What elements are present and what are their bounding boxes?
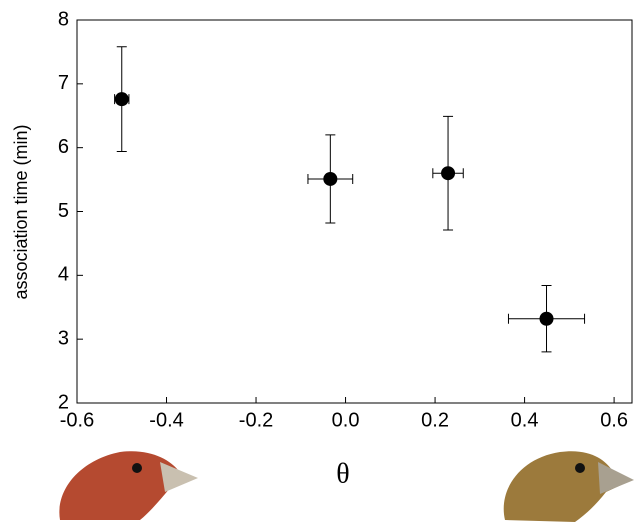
x-tick-label: 0.6 xyxy=(600,409,628,431)
point xyxy=(540,312,554,326)
point xyxy=(323,172,337,186)
y-tick-label: 4 xyxy=(58,264,69,286)
point xyxy=(441,166,455,180)
point xyxy=(115,92,129,106)
x-tick-label: 0.4 xyxy=(511,409,539,431)
y-tick-label: 3 xyxy=(58,327,69,349)
x-tick-label: -0.4 xyxy=(149,409,183,431)
y-tick-label: 8 xyxy=(58,8,69,30)
y-tick-label: 5 xyxy=(58,200,69,222)
x-tick-label: 0.0 xyxy=(332,409,360,431)
y-axis-label: association time (min) xyxy=(11,124,31,299)
x-tick-label: -0.6 xyxy=(60,409,94,431)
y-tick-label: 6 xyxy=(58,136,69,158)
bird-right xyxy=(504,451,634,522)
x-axis-label: θ xyxy=(336,458,349,489)
chart: θ association time (min) 2345678-0.6-0.4… xyxy=(0,0,636,530)
plot-frame xyxy=(77,20,632,403)
bird-left xyxy=(59,451,198,520)
x-tick-label: -0.2 xyxy=(239,409,273,431)
x-tick-label: 0.2 xyxy=(421,409,449,431)
page: θ association time (min) 2345678-0.6-0.4… xyxy=(0,0,636,530)
y-tick-label: 7 xyxy=(58,72,69,94)
